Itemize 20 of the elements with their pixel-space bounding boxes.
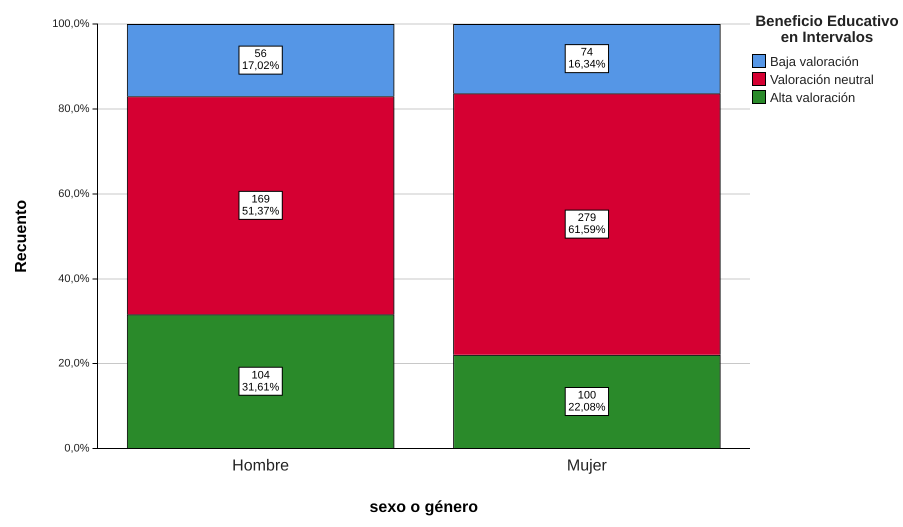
data-label: 169 51,37% [242,193,280,218]
data-label: 74 16,34% [568,46,606,71]
x-tick-label: Hombre [232,458,290,475]
y-axis-title: Recuento [13,200,30,273]
y-tick-label: 100,0% [52,18,90,30]
x-axis-title: sexo o género [370,498,478,516]
text: Valoración neutral [770,72,874,86]
y-tick-label: 40,0% [58,272,90,285]
data-label: 104 31,61% [242,369,280,394]
y-tick-label: 80,0% [58,102,90,115]
y-tick-label: 60,0% [58,188,90,200]
x-tick-label: Mujer [566,458,608,475]
legend-label: Alta valoración [770,90,856,104]
data-label: 56 17,02% [242,48,280,72]
data-label: 279 61,59% [568,212,606,236]
y-tick-label: 20,0% [58,358,90,370]
y-tick-label: 0,0% [64,442,90,455]
data-label: 100 22,08% [568,390,606,414]
legend-label: Baja valoración [770,54,859,68]
legend-title: Beneficio Educativo en Intervalos [754,13,900,46]
